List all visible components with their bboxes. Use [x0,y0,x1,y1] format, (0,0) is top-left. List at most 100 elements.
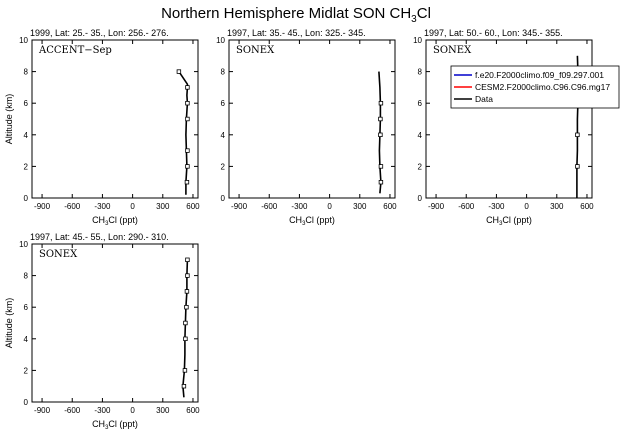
y-tick-label: 0 [24,194,29,203]
y-tick-label: 4 [24,131,29,140]
campaign-label: ACCENT−Sep [38,45,112,56]
data-point [575,164,580,169]
data-point [378,132,383,137]
y-tick-label: 10 [19,36,28,45]
y-tick-label: 4 [221,131,226,140]
campaign-label: SONEX [433,45,472,56]
data-point [185,148,190,153]
y-tick-label: 6 [221,99,226,108]
y-tick-label: 10 [216,36,225,45]
data-point [185,85,190,90]
x-tick-label: -900 [428,202,445,211]
x-tick-label: -900 [231,202,248,211]
x-tick-label: -600 [458,202,475,211]
panel-title: 1999, Lat: 25.- 35., Lon: 256.- 276. [30,28,169,38]
y-tick-label: 8 [221,68,226,77]
y-tick-label: 8 [24,272,29,281]
data-point [184,289,190,294]
x-axis-label-main: CH [289,215,302,225]
data-point [185,273,190,278]
x-tick-label: -300 [291,202,308,211]
y-tick-label: 6 [418,99,423,108]
y-axis-label: Altitude (km) [4,94,14,145]
x-axis-label-tail: Cl (ppt) [502,215,532,225]
x-axis-label-sub: 3 [499,221,503,227]
legend-label: Data [475,94,493,104]
plot-frame [31,243,199,403]
x-axis-label-main: CH [92,419,105,429]
x-tick-label: -300 [488,202,505,211]
y-axis-label: Altitude (km) [4,298,14,349]
plot-frame [425,39,593,199]
x-axis-label-tail: Cl (ppt) [108,215,138,225]
data-point [185,101,190,106]
x-axis-label: CH3Cl (ppt) [92,419,138,431]
panel-title: 1997, Lat: 35.- 45., Lon: 325.- 345. [227,28,366,38]
data-point [181,383,187,389]
figure-title: Northern Hemisphere Midlat SON CH3Cl [161,5,431,25]
x-tick-label: -600 [64,406,81,415]
x-tick-label: 0 [524,202,529,211]
x-tick-label: -900 [34,406,51,415]
legend: f.e20.F2000climo.f09_f09.297.001 CESM2.F2… [450,65,620,109]
panel-title: 1997, Lat: 45.- 55., Lon: 290.- 310. [30,232,169,242]
x-axis-label: CH3Cl (ppt) [92,215,138,227]
x-tick-label: 300 [156,202,170,211]
data-series-line [378,71,382,194]
data-series-line [178,71,189,195]
y-tick-label: 4 [418,131,423,140]
data-series-line [182,259,189,398]
data-point [184,304,189,310]
x-tick-label: -600 [64,202,81,211]
y-tick-label: 4 [24,335,29,344]
chart-panel-3: 1997, Lat: 50.- 60., Lon: 345.- 355. SONE… [413,28,594,227]
x-tick-label: 600 [186,202,200,211]
data-point [176,69,182,74]
chart-panel-1: 1999, Lat: 25.- 35., Lon: 256.- 276. ACCE… [4,28,200,227]
y-tick-label: 6 [24,99,29,108]
data-point [378,116,383,122]
x-tick-label: -900 [34,202,51,211]
campaign-label: SONEX [236,45,275,56]
y-tick-label: 0 [24,398,29,407]
y-tick-label: 10 [413,36,422,45]
campaign-label: SONEX [39,249,78,260]
x-tick-label: 300 [156,406,170,415]
data-point [183,336,188,341]
y-tick-label: 10 [19,240,28,249]
y-tick-label: 2 [221,162,226,171]
x-tick-label: 600 [383,202,397,211]
x-axis-label-sub: 3 [105,221,109,227]
x-axis-label-main: CH [486,215,499,225]
panels: 1999, Lat: 25.- 35., Lon: 256.- 276. ACCE… [4,28,594,431]
x-axis-label-tail: Cl (ppt) [108,419,138,429]
y-tick-label: 2 [24,366,29,375]
data-point [185,116,190,122]
x-tick-label: 600 [186,406,200,415]
legend-label: CESM2.F2000climo.C96.C96.mg17 [475,82,610,92]
y-tick-label: 0 [221,194,226,203]
data-point [378,164,384,169]
plot-frame [31,39,199,199]
x-tick-label: -600 [261,202,278,211]
x-tick-label: 300 [353,202,367,211]
y-tick-label: 2 [24,162,29,171]
y-tick-label: 2 [418,162,423,171]
data-point [183,320,188,326]
x-axis-label-main: CH [92,215,105,225]
x-tick-label: -300 [94,202,111,211]
x-axis-label: CH3Cl (ppt) [486,215,532,227]
legend-label: f.e20.F2000climo.f09_f09.297.001 [475,70,604,80]
chart-panel-2: 1997, Lat: 35.- 45., Lon: 325.- 345. SONE… [216,28,397,227]
x-axis-label-sub: 3 [105,425,109,431]
x-tick-label: 300 [550,202,564,211]
data-point [575,132,580,137]
legend-box [450,65,620,109]
x-axis-label-sub: 3 [302,221,306,227]
y-tick-label: 0 [418,194,423,203]
data-point [378,101,384,106]
x-tick-label: 0 [130,202,135,211]
data-point [185,257,190,262]
x-tick-label: 0 [130,406,135,415]
